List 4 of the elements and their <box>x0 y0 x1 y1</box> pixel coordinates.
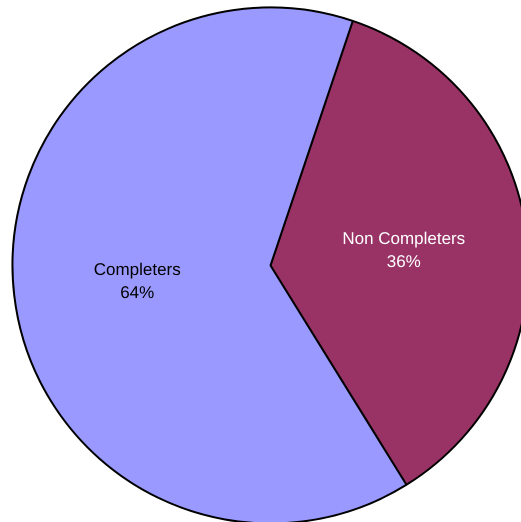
data-label: 64% <box>120 282 154 302</box>
slice-label: Completers <box>94 260 181 280</box>
data-label: 36% <box>386 252 421 271</box>
slice-label: Non Completers <box>342 229 466 248</box>
